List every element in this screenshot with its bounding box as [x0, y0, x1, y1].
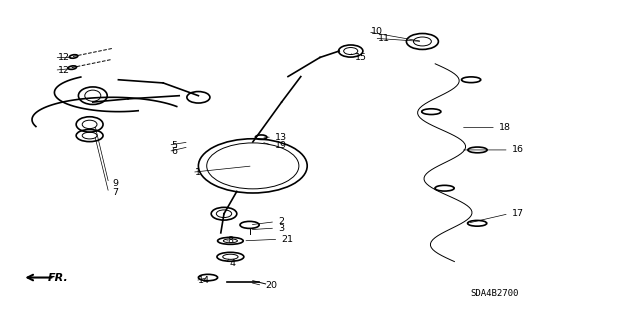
Text: 18: 18 [499, 123, 511, 132]
Text: 21: 21 [282, 235, 294, 244]
Text: 17: 17 [512, 209, 524, 218]
Text: 12: 12 [58, 53, 70, 62]
Text: 7: 7 [112, 189, 118, 197]
Text: 9: 9 [112, 179, 118, 188]
Text: 14: 14 [198, 276, 211, 285]
Text: 15: 15 [355, 53, 367, 62]
Text: 20: 20 [266, 281, 278, 290]
Text: 3: 3 [278, 224, 285, 233]
Text: 6: 6 [172, 147, 177, 156]
Text: 4: 4 [229, 259, 235, 268]
Text: 19: 19 [275, 141, 287, 150]
Text: 10: 10 [371, 27, 383, 36]
Text: 12: 12 [58, 66, 70, 75]
Text: 13: 13 [275, 133, 287, 142]
Text: 1: 1 [195, 168, 201, 177]
Text: 8: 8 [227, 236, 233, 245]
Text: 2: 2 [278, 217, 284, 226]
Text: 11: 11 [378, 34, 390, 43]
Text: SDA4B2700: SDA4B2700 [470, 289, 519, 298]
Text: 16: 16 [512, 145, 524, 154]
Text: FR.: FR. [48, 273, 68, 283]
Text: 5: 5 [172, 141, 177, 150]
